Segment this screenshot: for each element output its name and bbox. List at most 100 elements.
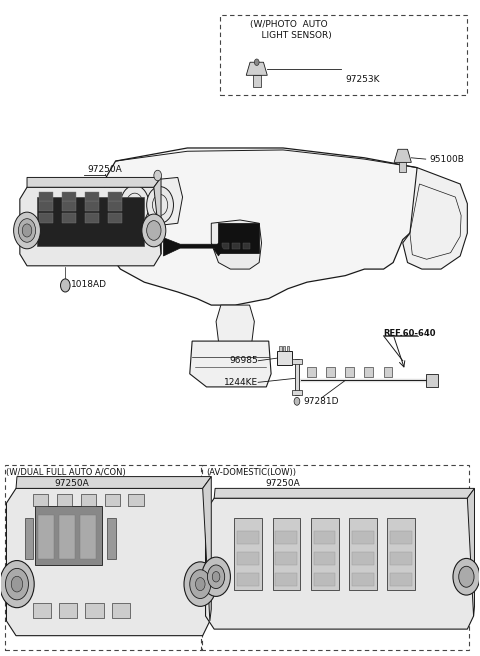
Circle shape (13, 212, 40, 249)
Bar (232, 243, 240, 249)
Circle shape (147, 220, 161, 240)
Bar (314, 531, 335, 544)
Bar (33, 494, 48, 506)
Polygon shape (214, 243, 223, 256)
Polygon shape (190, 341, 271, 387)
Bar (307, 367, 316, 377)
Bar (237, 531, 259, 544)
Bar (234, 518, 262, 590)
Circle shape (207, 565, 225, 588)
Polygon shape (27, 177, 161, 187)
Bar (85, 213, 99, 222)
Bar (283, 346, 286, 351)
Polygon shape (205, 498, 474, 629)
Bar (37, 515, 54, 559)
Polygon shape (214, 488, 475, 498)
Bar (276, 531, 297, 544)
Text: (W/DUAL FULL AUTO A/CON): (W/DUAL FULL AUTO A/CON) (6, 468, 126, 477)
Bar (57, 494, 72, 506)
Bar (276, 573, 297, 586)
Text: REF.60-640: REF.60-640 (384, 329, 436, 338)
Bar (237, 573, 259, 586)
Bar (39, 201, 53, 211)
Bar (326, 367, 335, 377)
Polygon shape (16, 477, 211, 488)
Circle shape (18, 218, 36, 242)
Text: 97250A: 97250A (54, 480, 89, 488)
Bar (62, 192, 76, 201)
Bar (279, 346, 282, 351)
Bar (108, 213, 122, 222)
Bar (349, 518, 377, 590)
Bar (108, 192, 122, 201)
Bar (399, 163, 406, 173)
Bar (237, 552, 259, 565)
Bar (273, 518, 300, 590)
Bar (62, 213, 76, 222)
Bar (218, 223, 259, 253)
Text: 1244KE: 1244KE (224, 378, 258, 387)
Polygon shape (101, 148, 422, 305)
Bar (314, 573, 335, 586)
Text: 97250A: 97250A (88, 165, 122, 174)
Circle shape (142, 214, 166, 247)
Polygon shape (468, 488, 475, 616)
Bar (39, 213, 53, 222)
Polygon shape (163, 237, 218, 256)
Bar (277, 351, 292, 365)
Polygon shape (154, 177, 161, 254)
Bar (112, 604, 130, 618)
Bar (387, 518, 415, 590)
Bar (295, 359, 300, 395)
Bar (352, 552, 373, 565)
Bar (311, 518, 338, 590)
Bar (390, 552, 412, 565)
Text: 96985: 96985 (229, 356, 258, 365)
Polygon shape (106, 177, 182, 230)
Circle shape (22, 224, 32, 237)
Bar (107, 518, 116, 559)
Circle shape (0, 560, 34, 607)
Bar (292, 359, 302, 364)
Bar (390, 573, 412, 586)
Polygon shape (20, 187, 161, 266)
Text: (AV-DOMESTIC(LOW)): (AV-DOMESTIC(LOW)) (206, 468, 297, 477)
Bar (59, 604, 77, 618)
Circle shape (453, 558, 480, 595)
Circle shape (147, 186, 173, 223)
Circle shape (294, 398, 300, 405)
Bar (292, 390, 302, 395)
Bar (108, 201, 122, 211)
Bar (352, 573, 373, 586)
Polygon shape (403, 168, 468, 269)
Bar (243, 243, 250, 249)
Polygon shape (203, 477, 211, 621)
Bar (314, 552, 335, 565)
Circle shape (5, 568, 28, 600)
Circle shape (212, 571, 220, 582)
Bar (33, 604, 51, 618)
Circle shape (254, 59, 259, 66)
Bar (276, 552, 297, 565)
Circle shape (154, 171, 161, 180)
Bar (81, 494, 96, 506)
Text: 97253K: 97253K (345, 75, 380, 84)
Polygon shape (246, 62, 267, 75)
Text: 97281D: 97281D (304, 397, 339, 406)
Bar (24, 518, 33, 559)
Circle shape (11, 576, 23, 592)
Bar (105, 494, 120, 506)
Circle shape (184, 562, 216, 606)
Bar (4, 466, 202, 650)
Bar (390, 531, 412, 544)
Bar (201, 466, 469, 650)
Bar (62, 201, 76, 211)
Polygon shape (36, 197, 144, 246)
Bar (129, 494, 144, 506)
Circle shape (459, 566, 474, 587)
Bar (384, 367, 392, 377)
Bar (39, 192, 53, 201)
Circle shape (202, 557, 230, 596)
Circle shape (120, 185, 149, 224)
Bar (345, 367, 354, 377)
